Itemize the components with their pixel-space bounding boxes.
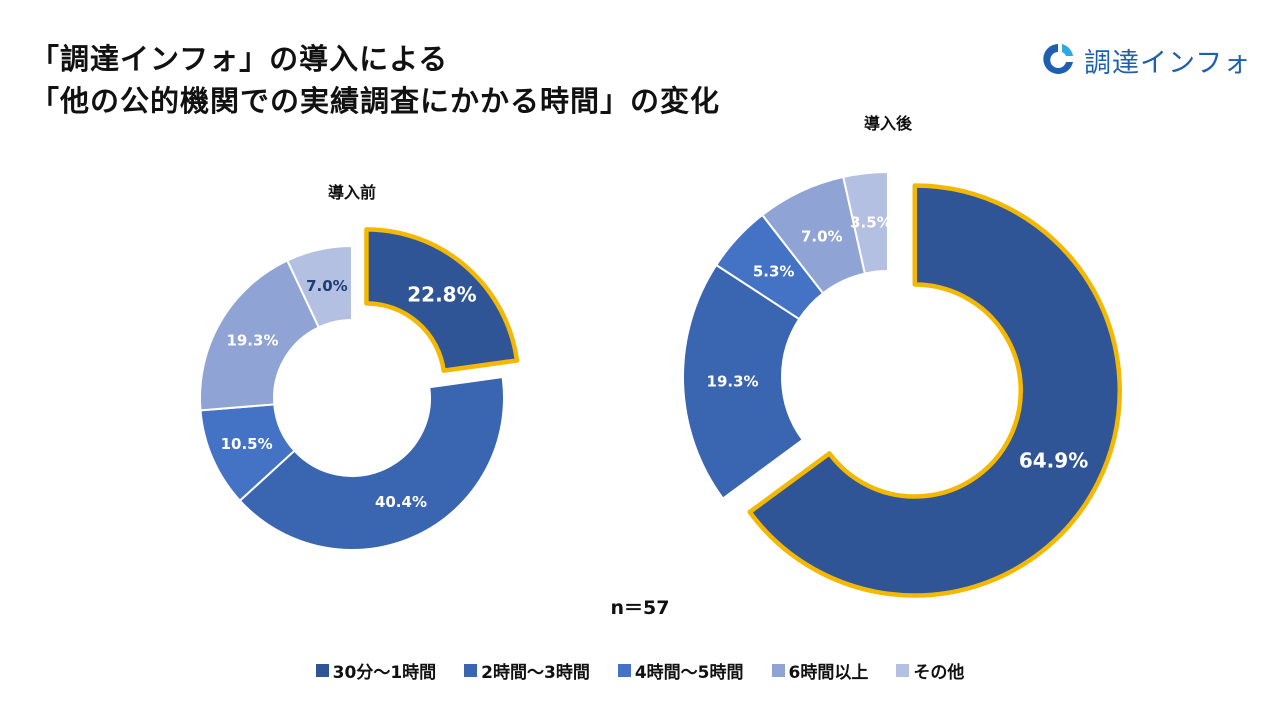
data-label: 19.3% — [707, 372, 759, 390]
donut-title: 導入前 — [328, 183, 376, 202]
title-line-2: 「他の公的機関での実績調査にかかる時間」の変化 — [30, 84, 721, 118]
legend-swatch — [315, 664, 329, 677]
legend-swatch — [771, 664, 785, 677]
donut-slice — [286, 245, 353, 329]
title-line-1: 「調達インフォ」の導入による — [30, 42, 449, 76]
data-label: 7.0% — [801, 227, 843, 245]
legend-item: その他 — [896, 658, 964, 683]
legend-label: 2時間～3時間 — [481, 663, 590, 683]
legend-swatch — [464, 664, 478, 677]
legend-item: 30分～1時間 — [315, 658, 437, 683]
legend-label: その他 — [913, 663, 965, 683]
data-label: 10.5% — [221, 435, 273, 453]
legend-swatch — [617, 664, 631, 677]
sample-size-label: n＝57 — [611, 597, 670, 619]
legend-item: 2時間～3時間 — [464, 658, 590, 683]
donut-after: 導入後 64.9% 19.3% 5.3% 7.0% 3.5% — [682, 114, 1122, 598]
logo-text: 調達インフォ — [1084, 47, 1252, 79]
legend-swatch — [896, 664, 910, 677]
chart-legend: 30分～1時間 2時間～3時間 4時間～5時間 6時間以上 その他 — [0, 658, 1280, 683]
donut-slice — [199, 259, 320, 412]
data-label: 40.4% — [375, 493, 427, 511]
legend-item: 4時間～5時間 — [617, 658, 744, 683]
legend-label: 4時間～5時間 — [634, 663, 744, 683]
logo-ring-icon — [1043, 44, 1073, 74]
donut-slice — [364, 227, 520, 373]
data-label: 3.5% — [850, 213, 892, 231]
legend-label: 30分～1時間 — [332, 663, 437, 683]
donut-before: 導入前 22.8% 40.4% 10.5% 19.3% 7.0% — [199, 183, 520, 551]
donut-title: 導入後 — [864, 114, 913, 133]
donut-slice — [682, 263, 804, 500]
donut-slice — [238, 376, 505, 551]
data-label: 7.0% — [306, 277, 348, 295]
data-label: 64.9% — [1019, 449, 1088, 473]
donut-slice — [747, 183, 1122, 598]
donut-slice — [842, 171, 889, 275]
data-label: 5.3% — [753, 263, 795, 281]
brand-logo: 調達インフォ — [1040, 40, 1251, 80]
legend-item: 6時間以上 — [771, 658, 869, 683]
data-label: 22.8% — [407, 283, 476, 307]
chart-title-block: 「調達インフォ」の導入による 「他の公的機関での実績調査にかかる時間」の変化 — [30, 38, 720, 122]
data-label: 19.3% — [226, 331, 278, 349]
legend-label: 6時間以上 — [788, 663, 869, 683]
